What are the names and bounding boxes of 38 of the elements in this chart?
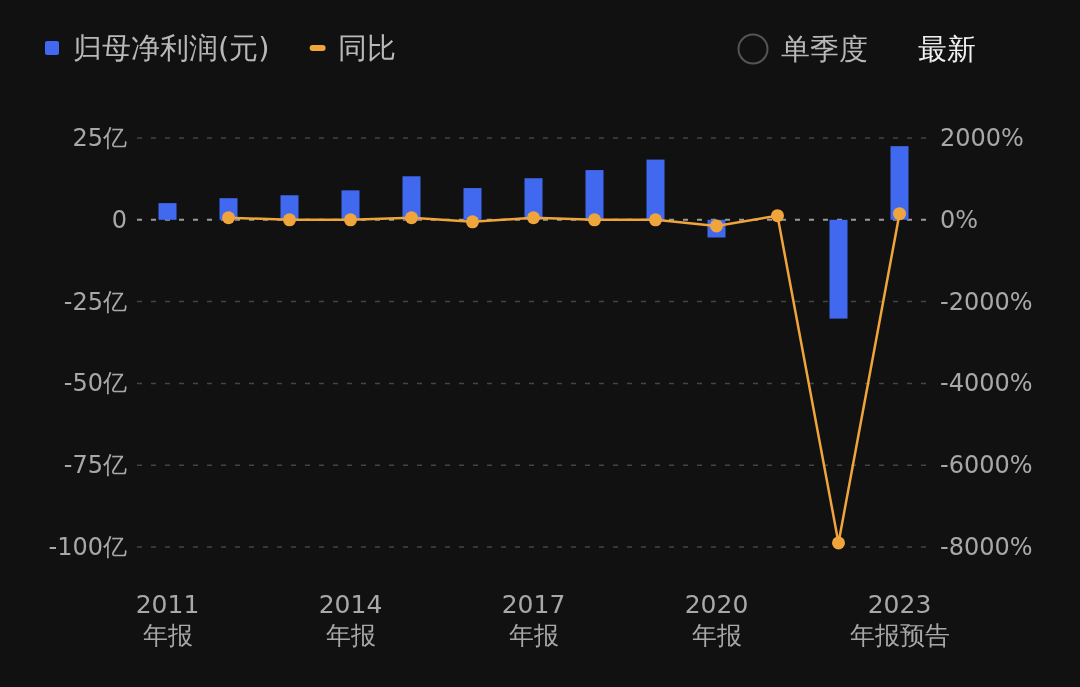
bar: [646, 159, 665, 220]
x-tick-label: 2023 年报预告: [849, 590, 950, 650]
bar: [829, 219, 848, 319]
text: 单季度: [781, 32, 868, 66]
y-tick-label: -50亿: [63, 369, 127, 398]
point: [283, 213, 296, 227]
point: [527, 211, 540, 225]
y2-tick-label: 2000%: [940, 124, 1024, 152]
y2-tick-label: -2000%: [940, 287, 1033, 316]
bar: [585, 170, 604, 220]
point: [405, 211, 418, 225]
point: [893, 207, 906, 221]
point: [466, 215, 479, 229]
x-tick-label: 2017 年报: [501, 590, 566, 650]
text: 最新: [918, 32, 976, 66]
bar: [158, 203, 177, 220]
point: [832, 536, 845, 550]
y-tick-label: -25亿: [63, 287, 127, 316]
point: [344, 213, 357, 227]
legend-label: 同比: [337, 31, 396, 65]
y2-tick-label: -8000%: [940, 533, 1033, 561]
point: [649, 213, 662, 227]
x-tick-label: 2011 年报: [135, 590, 200, 650]
legend-label: 归母净利润(元): [73, 31, 270, 65]
x-tick-label: 2014 年报: [318, 590, 383, 650]
y-tick-label: 0: [111, 205, 127, 234]
point: [771, 209, 784, 223]
y-tick-label: -75亿: [63, 451, 127, 480]
y-tick-label: 25亿: [72, 124, 127, 152]
y2-tick-label: -6000%: [940, 451, 1033, 480]
bar: [890, 146, 909, 220]
y-tick-label: -100亿: [48, 533, 127, 561]
y2-tick-label: -4000%: [940, 369, 1033, 398]
point: [222, 211, 235, 225]
bar: [463, 188, 482, 220]
x-tick-label: 2020 年报: [684, 590, 749, 650]
y2-tick-label: 0%: [940, 205, 979, 234]
point: [588, 213, 601, 227]
